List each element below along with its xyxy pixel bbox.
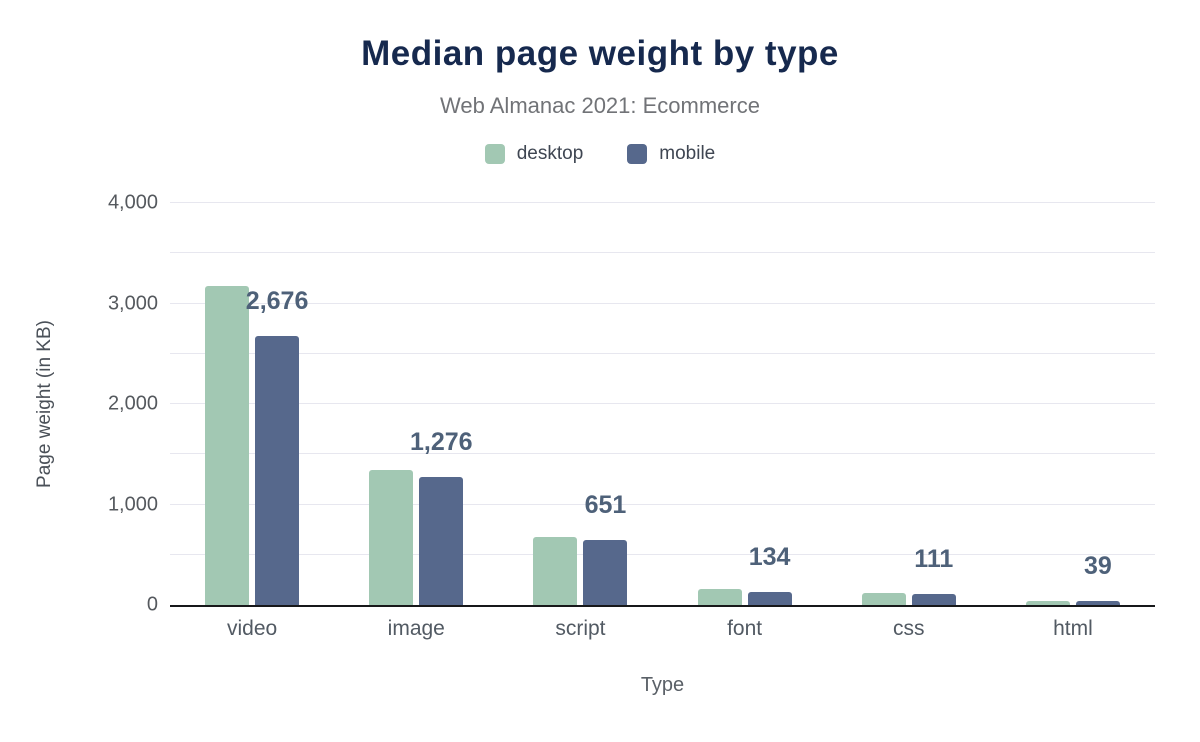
bar-group-html: 39	[991, 203, 1155, 605]
bar-mobile-image	[419, 476, 464, 605]
y-tick-label: 4,000	[107, 191, 158, 214]
value-label-css: 111	[914, 544, 954, 573]
gridline	[170, 503, 1155, 505]
bar-mobile-script	[583, 539, 628, 605]
bar-desktop-html	[1025, 600, 1070, 605]
x-axis-ticks: video image script font css html	[170, 617, 1155, 641]
bar-mobile-video	[255, 336, 300, 605]
gridline	[170, 403, 1155, 404]
chart-title: Median page weight by type	[361, 34, 839, 73]
gridline	[170, 352, 1155, 354]
bar-mobile-font	[747, 591, 792, 605]
y-tick-label: 3,000	[107, 292, 158, 314]
y-tick-label: 1,000	[107, 493, 158, 515]
bar-group-video: 2,676	[170, 203, 334, 605]
bar-group-script: 651	[498, 203, 662, 605]
gridline	[170, 453, 1155, 455]
gridline	[170, 202, 1155, 203]
x-tick-label-script: script	[555, 617, 606, 640]
bar-group-css: 111	[827, 203, 991, 605]
bar-desktop-css	[861, 593, 906, 605]
bar-desktop-script	[533, 536, 578, 605]
bar-desktop-video	[205, 286, 250, 605]
value-label-html: 39	[1084, 552, 1112, 581]
bar-desktop-font	[697, 589, 742, 605]
x-tick-label-image: image	[387, 617, 445, 640]
bar-group-image: 1,276	[334, 203, 498, 605]
bar-desktop-image	[369, 470, 414, 605]
bar-mobile-css	[911, 593, 956, 605]
y-tick-label: 2,000	[107, 392, 158, 415]
value-label-video: 2,676	[245, 287, 309, 316]
chart-subtitle: Web Almanac 2021: Ecommerce	[440, 93, 760, 118]
legend-swatch-mobile	[627, 144, 648, 164]
legend-item-desktop: desktop	[484, 143, 584, 165]
bar-group-font: 134	[663, 203, 827, 605]
bar-mobile-html	[1075, 601, 1120, 605]
x-tick-label-css: css	[893, 617, 925, 640]
gridline	[170, 302, 1155, 304]
x-tick-label-video: video	[226, 617, 278, 640]
y-tick-label: 0	[146, 593, 158, 616]
plot-area: 2,676 1,276 651 134 111 39	[170, 202, 1155, 607]
legend-swatch-desktop	[484, 144, 505, 164]
y-axis-ticks: 0 1,000 2,000 3,000 4,000	[0, 192, 158, 616]
legend-item-mobile: mobile	[627, 143, 715, 165]
x-tick-label-html: html	[1053, 617, 1093, 640]
x-axis-title: Type	[640, 674, 685, 696]
gridline	[170, 553, 1155, 555]
legend: desktop mobile	[0, 143, 1200, 165]
legend-label-mobile: mobile	[659, 143, 716, 164]
value-label-script: 651	[584, 490, 627, 519]
legend-label-desktop: desktop	[516, 143, 584, 164]
x-tick-label-font: font	[727, 617, 763, 640]
value-label-font: 134	[748, 542, 791, 571]
value-label-image: 1,276	[409, 427, 473, 456]
gridline	[170, 252, 1155, 254]
